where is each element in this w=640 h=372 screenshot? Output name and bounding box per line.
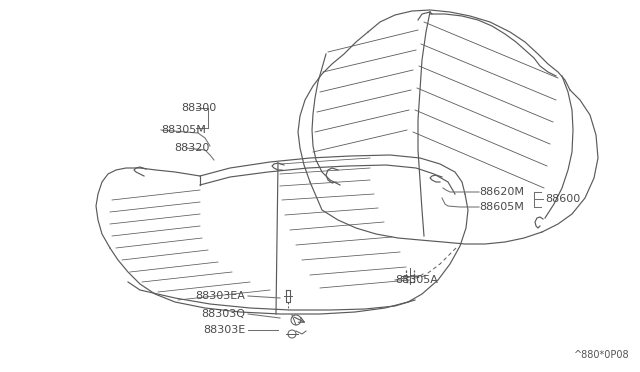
Text: 88303Q: 88303Q [201, 309, 245, 319]
Text: 88300: 88300 [181, 103, 216, 113]
Text: 88605M: 88605M [479, 202, 524, 212]
Text: 88600: 88600 [545, 194, 580, 204]
Text: 88303E: 88303E [203, 325, 245, 335]
Text: 88305A: 88305A [395, 275, 438, 285]
Text: 88320: 88320 [174, 143, 209, 153]
Text: 88305M: 88305M [161, 125, 206, 135]
Text: ^880*0P08: ^880*0P08 [574, 350, 630, 360]
Text: 88303EA: 88303EA [195, 291, 245, 301]
Text: 88620M: 88620M [479, 187, 524, 197]
